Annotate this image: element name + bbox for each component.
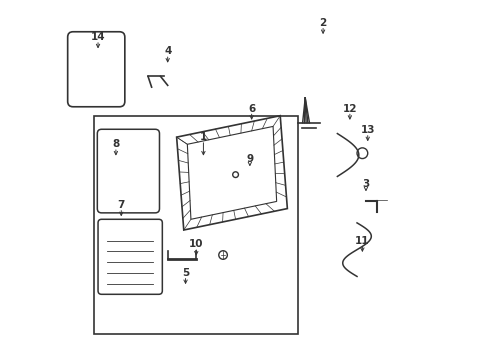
Bar bbox=[94, 116, 298, 334]
Text: 12: 12 bbox=[342, 104, 356, 113]
Text: 9: 9 bbox=[246, 154, 253, 163]
Text: 13: 13 bbox=[360, 125, 374, 135]
Text: 5: 5 bbox=[182, 268, 189, 278]
Text: 1: 1 bbox=[200, 132, 206, 142]
Text: 11: 11 bbox=[354, 236, 369, 246]
Text: 2: 2 bbox=[319, 18, 326, 28]
Text: 10: 10 bbox=[189, 239, 203, 249]
Text: 3: 3 bbox=[362, 179, 369, 189]
Text: 14: 14 bbox=[91, 32, 105, 42]
Text: 6: 6 bbox=[247, 104, 255, 113]
Text: 4: 4 bbox=[163, 46, 171, 57]
Text: 7: 7 bbox=[117, 200, 125, 210]
Text: 8: 8 bbox=[112, 139, 119, 149]
